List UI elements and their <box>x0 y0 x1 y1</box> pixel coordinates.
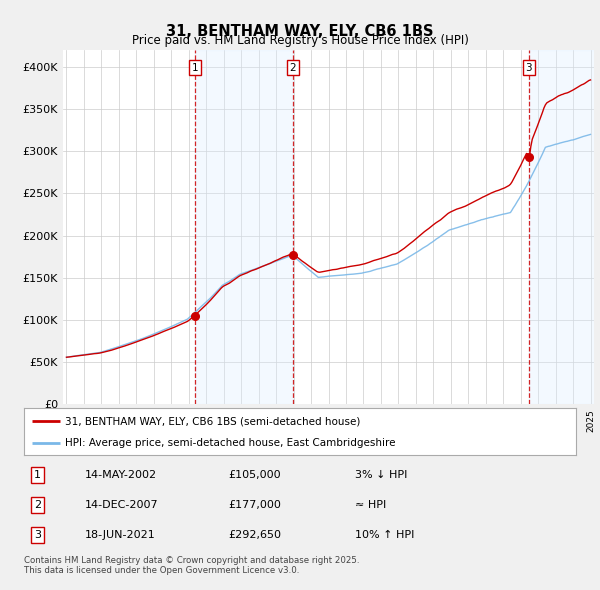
Bar <box>529 50 599 404</box>
Text: 2: 2 <box>289 63 296 73</box>
Text: £105,000: £105,000 <box>228 470 281 480</box>
Text: 1: 1 <box>192 63 199 73</box>
Text: 31, BENTHAM WAY, ELY, CB6 1BS (semi-detached house): 31, BENTHAM WAY, ELY, CB6 1BS (semi-deta… <box>65 416 361 426</box>
Text: 3: 3 <box>526 63 532 73</box>
Text: ≈ HPI: ≈ HPI <box>355 500 386 510</box>
Text: 10% ↑ HPI: 10% ↑ HPI <box>355 530 415 540</box>
Text: 14-DEC-2007: 14-DEC-2007 <box>85 500 158 510</box>
Text: 2: 2 <box>34 500 41 510</box>
Bar <box>195 50 293 404</box>
Text: 18-JUN-2021: 18-JUN-2021 <box>85 530 155 540</box>
Text: 14-MAY-2002: 14-MAY-2002 <box>85 470 157 480</box>
Text: 1: 1 <box>34 470 41 480</box>
Text: £177,000: £177,000 <box>228 500 281 510</box>
Text: Contains HM Land Registry data © Crown copyright and database right 2025.
This d: Contains HM Land Registry data © Crown c… <box>24 556 359 575</box>
Text: £292,650: £292,650 <box>228 530 281 540</box>
Text: 31, BENTHAM WAY, ELY, CB6 1BS: 31, BENTHAM WAY, ELY, CB6 1BS <box>166 24 434 38</box>
Text: Price paid vs. HM Land Registry's House Price Index (HPI): Price paid vs. HM Land Registry's House … <box>131 34 469 47</box>
Text: 3% ↓ HPI: 3% ↓ HPI <box>355 470 407 480</box>
Text: HPI: Average price, semi-detached house, East Cambridgeshire: HPI: Average price, semi-detached house,… <box>65 438 396 448</box>
Text: 3: 3 <box>34 530 41 540</box>
